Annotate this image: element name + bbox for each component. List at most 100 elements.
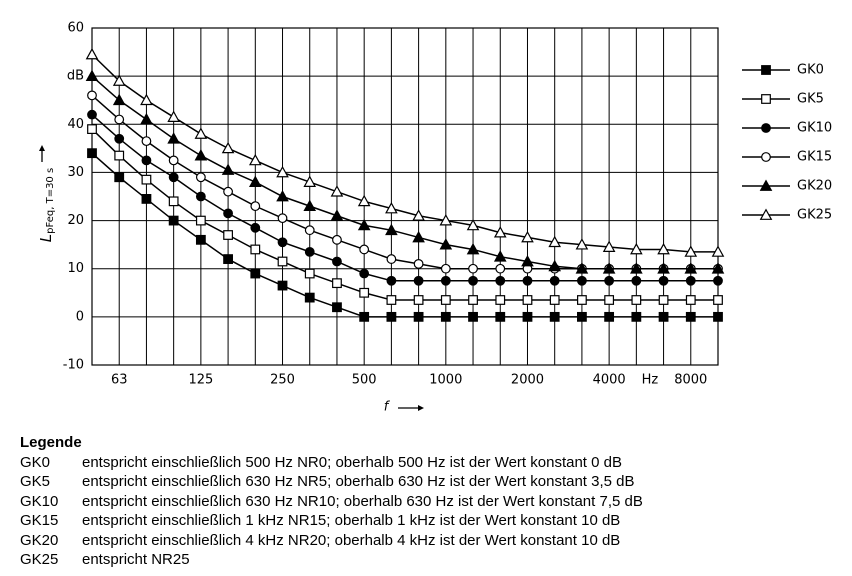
marker — [685, 275, 696, 286]
marker — [495, 295, 506, 305]
marker — [468, 263, 478, 274]
chart: f LpFeq, T=30 s 63 125 250 500 1000 2000 4000 8… — [37, 21, 833, 415]
marker — [250, 244, 261, 255]
marker — [577, 295, 587, 305]
legend-row: GK10 entspricht einschließlich 630 Hz NR1… — [20, 492, 643, 512]
marker — [602, 240, 616, 252]
marker — [87, 124, 97, 135]
marker — [87, 90, 97, 101]
y-tick-label: -10 — [63, 358, 84, 373]
plot-frame — [91, 27, 719, 366]
x-tick-label: 125 — [188, 373, 213, 388]
marker — [548, 259, 562, 272]
y-tick-label: 0 — [76, 309, 84, 324]
marker — [223, 208, 233, 219]
marker — [386, 275, 397, 286]
marker — [631, 295, 642, 305]
y-arrow — [39, 145, 45, 162]
marker — [277, 237, 288, 248]
marker — [493, 250, 507, 262]
marker — [304, 268, 315, 279]
y-tick-label: 20 — [67, 213, 84, 228]
marker — [711, 245, 725, 257]
marker — [168, 155, 179, 166]
marker — [357, 218, 371, 231]
marker — [277, 213, 288, 224]
legend-desc: entspricht einschließlich 4 kHz NR20; ob… — [82, 531, 621, 549]
line — [91, 114, 718, 282]
marker — [304, 246, 315, 257]
x-tick-label: 63 — [111, 373, 128, 388]
y-tick-label: 30 — [67, 165, 84, 180]
marker — [685, 295, 696, 305]
line — [91, 94, 718, 270]
x-tick-label: 2000 — [511, 373, 544, 388]
x-unit: Hz — [642, 373, 659, 388]
marker — [194, 127, 208, 139]
marker — [761, 94, 771, 104]
legend-desc: entspricht einschließlich 630 Hz NR5; ob… — [82, 473, 635, 490]
marker — [168, 172, 179, 183]
marker — [549, 275, 560, 286]
y-axis-label: LpFeq, T=30 s — [37, 168, 57, 242]
marker — [167, 132, 180, 144]
marker — [577, 275, 587, 286]
marker — [276, 189, 289, 202]
y-tick-label: dB — [67, 69, 84, 84]
legend-label: GK25 — [797, 208, 832, 223]
marker — [522, 311, 533, 322]
series — [87, 148, 723, 322]
legend-label: GK20 — [797, 179, 832, 194]
marker — [140, 112, 153, 125]
legend-desc: entspricht einschließlich 500 Hz NR0; ob… — [82, 453, 622, 471]
marker — [604, 275, 615, 286]
marker — [250, 201, 261, 212]
marker — [658, 311, 669, 322]
marker — [439, 214, 453, 226]
marker — [468, 295, 478, 305]
marker — [440, 311, 451, 322]
marker — [522, 275, 533, 286]
marker — [195, 172, 206, 183]
series — [85, 69, 725, 274]
marker — [141, 174, 152, 185]
marker — [440, 275, 451, 286]
marker — [761, 123, 771, 133]
marker — [412, 230, 425, 243]
marker — [221, 141, 235, 154]
y-tick-label: 10 — [67, 261, 84, 276]
marker — [330, 209, 344, 221]
marker — [684, 262, 698, 274]
marker — [359, 244, 370, 255]
x-tick-label: 500 — [352, 373, 377, 388]
legend-code: GK20 — [20, 531, 59, 549]
marker — [195, 191, 206, 202]
marker — [332, 302, 342, 313]
marker — [194, 149, 208, 161]
marker — [221, 163, 235, 175]
legend-code: GK10 — [20, 492, 59, 510]
marker — [468, 311, 478, 322]
marker — [440, 263, 451, 274]
marker — [304, 292, 315, 303]
marker — [223, 230, 233, 240]
marker — [468, 275, 478, 286]
marker — [604, 295, 615, 305]
legend-code: GK25 — [20, 551, 59, 568]
marker — [223, 186, 233, 197]
marker — [330, 185, 344, 197]
legend-desc: entspricht einschließlich 1 kHz NR15; ob… — [82, 512, 621, 529]
marker — [304, 225, 315, 236]
marker — [657, 242, 670, 255]
legend-code: GK15 — [20, 512, 59, 529]
legend-desc: entspricht NR25 — [82, 551, 190, 568]
line — [91, 128, 718, 301]
x-tick-label: 1000 — [429, 373, 462, 388]
marker — [168, 196, 179, 207]
series — [87, 90, 723, 274]
marker — [112, 74, 126, 86]
x-arrow — [398, 405, 424, 411]
marker — [631, 311, 642, 322]
x-axis-label: f — [384, 400, 391, 415]
marker — [713, 311, 723, 322]
